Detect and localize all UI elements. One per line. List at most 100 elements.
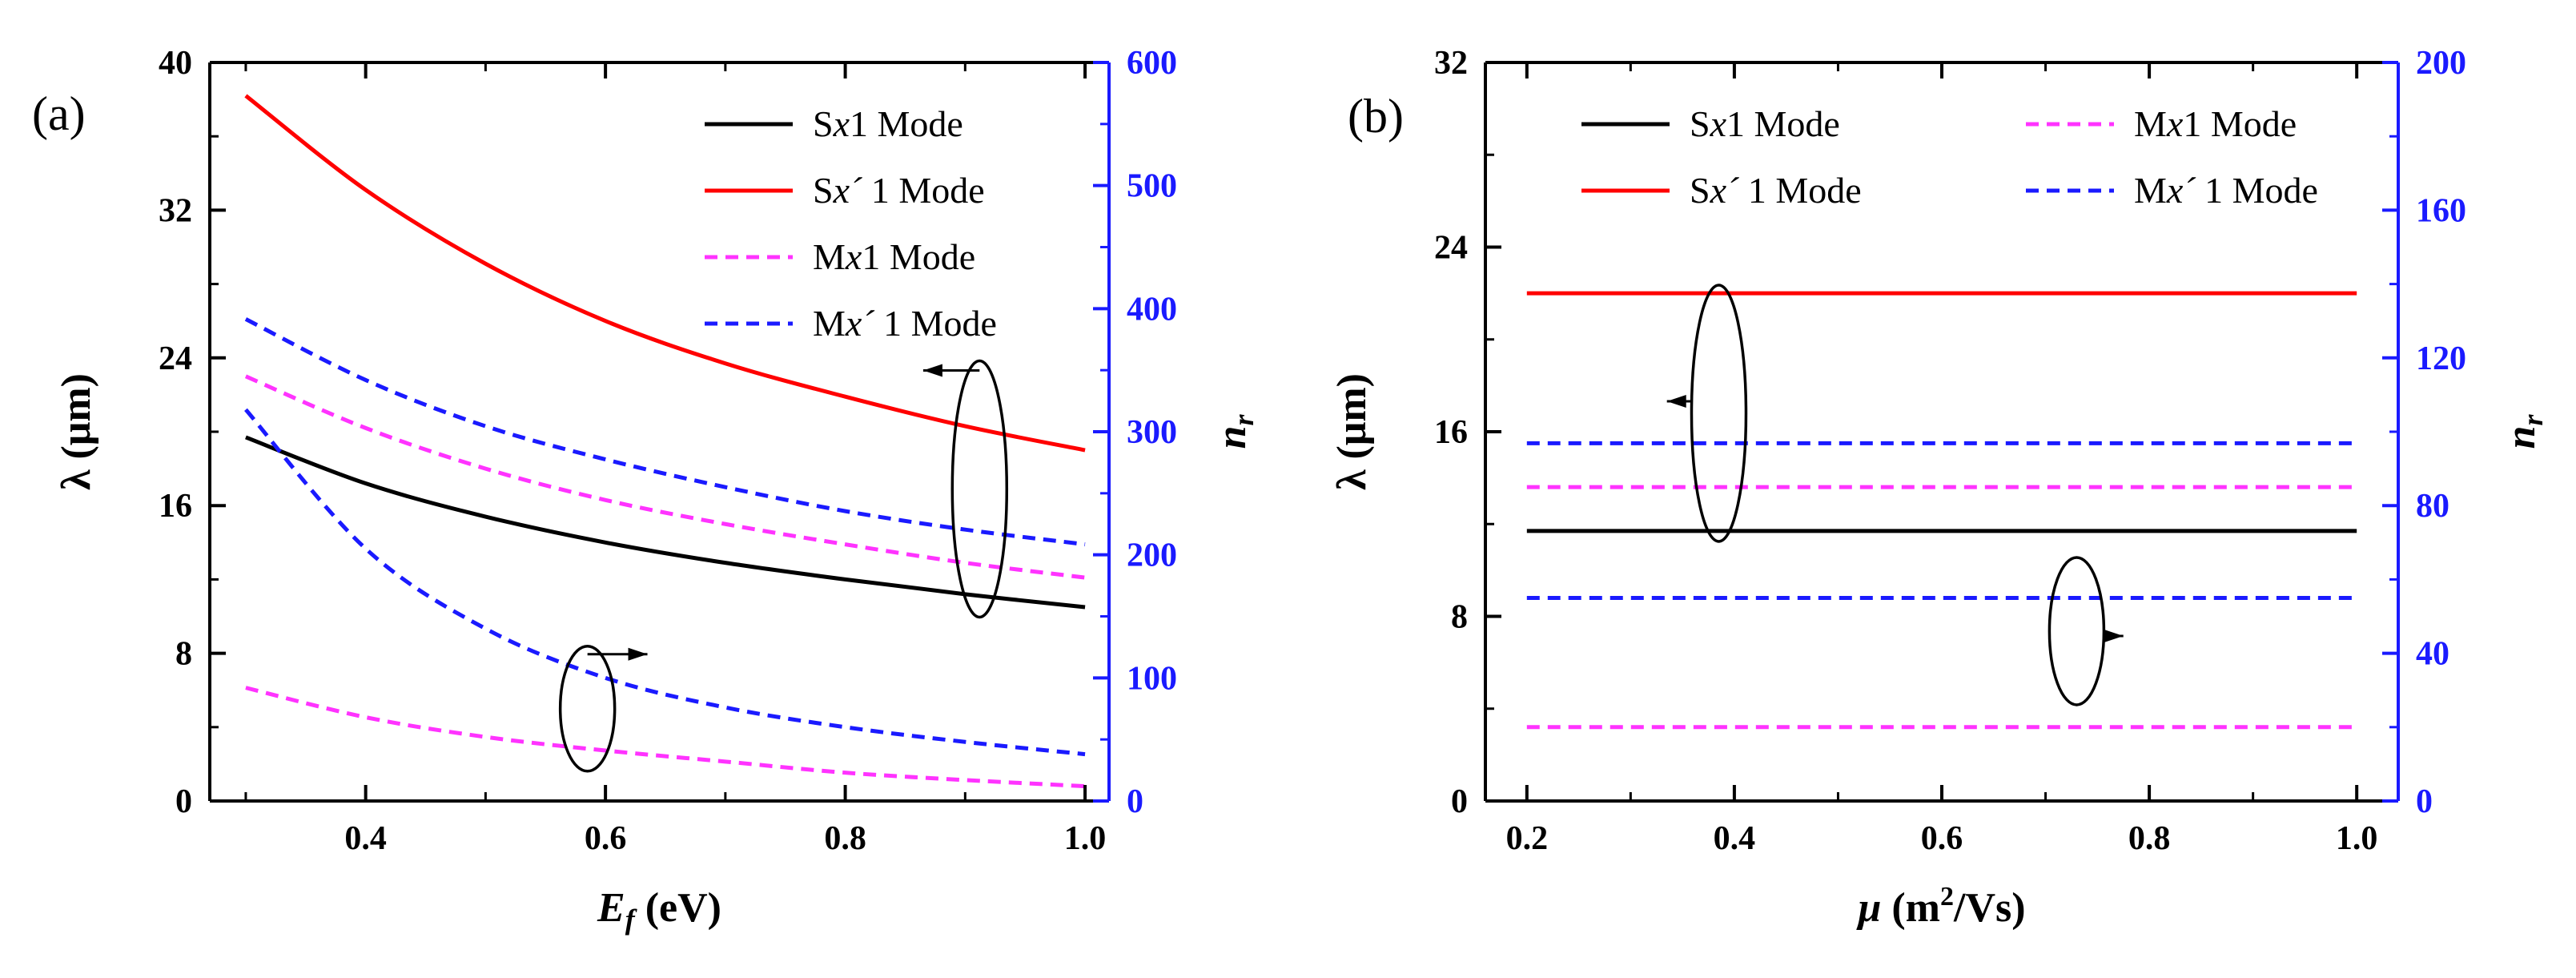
arrow-head-icon <box>628 647 648 661</box>
legend-label: Sx1 Mode <box>1690 103 1840 144</box>
series-line-0 <box>245 435 1086 610</box>
y2-tick-label: 80 <box>2416 488 2449 525</box>
series-line-1 <box>244 94 1086 453</box>
legend-label-suffix: 1 Mode <box>2183 103 2297 144</box>
legend-label-prefix: S <box>813 170 834 211</box>
legend-label-symbol: x´ <box>2166 170 2196 211</box>
legend-label-symbol: x´ <box>845 303 874 344</box>
legend-label: Sx´ 1 Mode <box>1690 170 1862 211</box>
arrow-head-icon <box>922 364 942 377</box>
legend-label: Mx´ 1 Mode <box>813 303 997 344</box>
y-tick-label: 40 <box>159 45 192 82</box>
y-tick-label: 32 <box>159 192 192 229</box>
y-axis-label: λ (μm) <box>54 373 99 490</box>
x-axis-label-sub: f <box>625 904 637 936</box>
legend-label-symbol: x <box>833 103 850 144</box>
legend-label-suffix: 1 Mode <box>850 103 963 144</box>
y2-tick-label: 400 <box>1127 291 1177 328</box>
annotation-ellipse <box>950 359 1009 619</box>
y2-axis-label-symbol: n <box>1209 426 1255 449</box>
y2-axis-label-sub: r <box>2517 414 2549 426</box>
legend-label-prefix: M <box>2134 103 2167 144</box>
y2-tick-label: 200 <box>2416 45 2466 82</box>
x-axis-label-sup: 2 <box>1940 882 1954 912</box>
y-tick-label: 24 <box>159 340 192 377</box>
y-tick-label: 16 <box>1434 414 1468 451</box>
x-tick-label: 0.2 <box>1506 820 1549 857</box>
legend-label-prefix: S <box>1690 103 1710 144</box>
y2-axis-label: nr <box>2498 414 2549 449</box>
legend-label-symbol: x <box>1710 103 1727 144</box>
y2-tick-label: 100 <box>1127 660 1177 697</box>
y2-tick-label: 40 <box>2416 636 2449 673</box>
y-tick-label: 0 <box>175 783 192 820</box>
legend-label-symbol: x <box>845 236 862 277</box>
legend-label-prefix: M <box>2134 170 2167 211</box>
series-line-2 <box>244 374 1086 580</box>
y2-tick-label: 600 <box>1127 45 1177 82</box>
y2-axis-label-symbol: n <box>2498 426 2544 449</box>
legend-label-symbol: x´ <box>1710 170 1739 211</box>
legend-label-symbol: x <box>2166 103 2184 144</box>
y-tick-label: 24 <box>1434 230 1468 267</box>
y-tick-label: 8 <box>1451 599 1468 636</box>
y-tick-label: 32 <box>1434 45 1468 82</box>
y2-tick-label: 500 <box>1127 168 1177 205</box>
x-axis-label: μ (m2/Vs) <box>1855 882 2025 931</box>
legend-label-suffix: 1 Mode <box>2196 170 2318 211</box>
legend-label: Mx´ 1 Mode <box>2134 170 2318 211</box>
y-tick-label: 16 <box>159 488 192 525</box>
y2-axis-label: nr <box>1209 414 1260 449</box>
legend-label-prefix: M <box>813 236 846 277</box>
series-line-4 <box>245 686 1086 789</box>
y2-tick-label: 200 <box>1127 537 1177 574</box>
annotation-ellipse <box>2048 556 2106 706</box>
panel-label: (a) <box>32 87 86 140</box>
x-tick-label: 0.6 <box>585 820 627 857</box>
legend-label: Mx1 Mode <box>813 236 975 277</box>
chart-panel-b: 0.2 0.4 0.6 0.8 1.0 0 8 16 24 32 0 40 80 120 160 200 μ (… <box>1329 45 2549 931</box>
y2-tick-label: 160 <box>2416 192 2466 229</box>
x-tick-label: 1.0 <box>1064 820 1107 857</box>
arrow-head-icon <box>2104 629 2124 642</box>
chart-panel-a: 0.4 0.6 0.8 1.00816243240010020030040050060… <box>32 45 1260 936</box>
y-axis-label: λ (μm) <box>1329 373 1375 490</box>
x-tick-label: 0.6 <box>1921 820 1963 857</box>
x-axis-label-unit: (eV) <box>635 885 721 931</box>
x-tick-label: 0.8 <box>2128 820 2171 857</box>
y2-tick-label: 120 <box>2416 340 2466 377</box>
legend-label-suffix: 1 Mode <box>862 236 975 277</box>
y2-tick-label: 300 <box>1127 414 1177 451</box>
legend-label-symbol: x´ <box>833 170 862 211</box>
legend-label-prefix: M <box>813 303 846 344</box>
annotation-ellipse <box>558 645 617 773</box>
arrow-head-icon <box>1666 394 1686 408</box>
legend-label-suffix: 1 Mode <box>1738 170 1861 211</box>
x-axis-label-symbol: μ <box>1855 885 1881 931</box>
x-axis-label-symbol: E <box>597 885 625 931</box>
annotation-ellipse <box>1690 284 1748 543</box>
legend-label: Mx1 Mode <box>2134 103 2297 144</box>
legend-label-suffix: 1 Mode <box>1726 103 1840 144</box>
y2-tick-label: 0 <box>1127 783 1143 820</box>
legend-label-prefix: S <box>1690 170 1710 211</box>
series-line-5 <box>244 408 1086 757</box>
x-tick-label: 0.8 <box>824 820 866 857</box>
y-tick-label: 0 <box>1451 783 1468 820</box>
legend-label: Sx1 Mode <box>813 103 963 144</box>
y2-tick-label: 0 <box>2416 783 2433 820</box>
x-tick-label: 1.0 <box>2336 820 2378 857</box>
y2-axis-label-sub: r <box>1228 414 1260 426</box>
x-tick-label: 0.4 <box>344 820 387 857</box>
x-axis-label-unit: (m <box>1881 885 1940 931</box>
x-axis-label: Ef (eV) <box>597 885 721 936</box>
legend-label: Sx´ 1 Mode <box>813 170 985 211</box>
x-tick-label: 0.4 <box>1714 820 1756 857</box>
legend-label-prefix: S <box>813 103 834 144</box>
y-tick-label: 8 <box>175 636 192 673</box>
legend-label-suffix: 1 Mode <box>874 303 997 344</box>
series-line-3 <box>244 317 1086 547</box>
legend-label-suffix: 1 Mode <box>862 170 984 211</box>
panel-label: (b) <box>1348 90 1404 143</box>
